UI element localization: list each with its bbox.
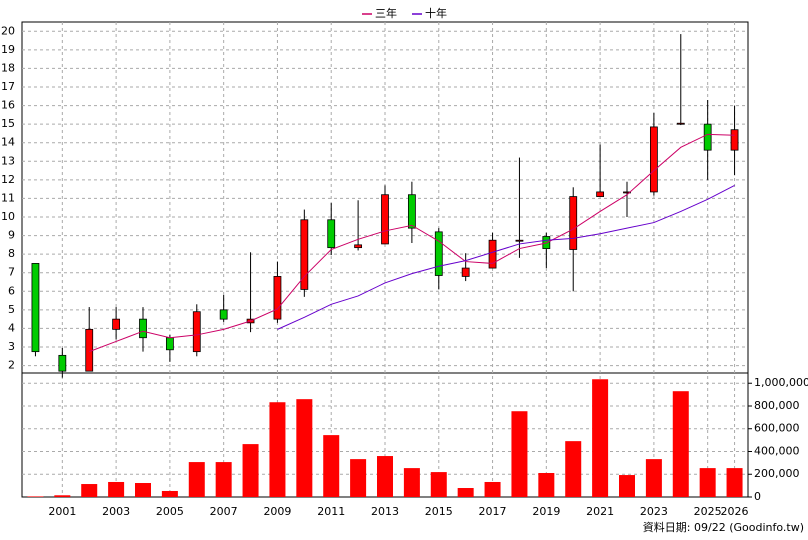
y-tick-label: 6 (8, 284, 15, 297)
candle-body (676, 122, 685, 125)
line-series (277, 184, 735, 330)
volume-bar (672, 391, 689, 497)
y-tick-label: 4 (8, 321, 15, 334)
volume-bar (538, 472, 555, 497)
candle-body (434, 231, 443, 276)
volume-bar (592, 379, 609, 497)
y-tick-label: 9 (8, 229, 15, 242)
x-tick-label: 2009 (263, 505, 291, 518)
candle-body (31, 263, 40, 353)
candle-body (165, 337, 174, 351)
x-tick-label: 2013 (371, 505, 399, 518)
candle-body (703, 123, 712, 151)
x-tick-label: 2021 (586, 505, 614, 518)
x-tick-label: 2003 (102, 505, 130, 518)
volume-bar (699, 468, 716, 497)
x-tick-label: 2001 (48, 505, 76, 518)
volume-bar (188, 462, 205, 497)
candle-body (139, 318, 147, 339)
x-tick-label: 2011 (317, 505, 345, 518)
candle-body (569, 196, 578, 250)
volume-bar (161, 490, 178, 497)
volume-bar (511, 411, 528, 497)
candle-body (488, 239, 497, 269)
legend-label: 三年 (375, 6, 397, 20)
x-tick-label: 2007 (210, 505, 238, 518)
volume-bar (242, 444, 259, 497)
volume-bar (54, 495, 71, 497)
x-tick-label: 2015 (425, 505, 453, 518)
footer: 資料日期: 09/22 (Goodinfo.tw) (643, 520, 804, 534)
volume-bar (215, 462, 232, 497)
candle-body (649, 126, 658, 193)
volume-bar (457, 488, 474, 497)
x-tick-label: 2026 (721, 505, 749, 518)
candle-body (381, 194, 389, 245)
y-tick-label: 10 (1, 210, 15, 223)
volume-bar (323, 435, 340, 497)
candle-body (192, 311, 201, 353)
line-series (89, 133, 735, 353)
y2-tick-label: 800,000 (754, 399, 800, 412)
volume-bar (619, 475, 635, 497)
volume-bar (296, 399, 313, 497)
y-tick-label: 15 (1, 117, 15, 130)
y2-tick-label: 600,000 (754, 422, 800, 435)
y2-tick-label: 400,000 (754, 444, 800, 457)
volume-bar (403, 468, 420, 497)
y-tick-label: 5 (8, 303, 15, 316)
volume-bar (430, 472, 447, 497)
y-tick-label: 7 (8, 266, 15, 279)
x-tick-label: 2005 (156, 505, 184, 518)
x-tick-label: 2019 (532, 505, 560, 518)
y-tick-label: 12 (1, 173, 15, 186)
candle-body (730, 129, 739, 151)
volume-bar (108, 481, 125, 497)
candle-body (407, 194, 416, 229)
y-tick-label: 20 (1, 24, 15, 37)
volume-bar (377, 456, 393, 497)
legend-label: 十年 (425, 6, 447, 20)
volume-bar (350, 459, 367, 497)
candle-body (219, 309, 228, 320)
y-tick-label: 19 (1, 43, 15, 56)
candle-body (327, 219, 336, 249)
volume-bar (27, 496, 44, 497)
y-tick-label: 8 (8, 247, 15, 260)
volume-bar (269, 402, 286, 497)
volume-bar (565, 441, 582, 497)
y-tick-label: 16 (1, 99, 15, 112)
y-tick-label: 13 (1, 154, 15, 167)
candle-body (300, 219, 309, 290)
candle-body (596, 191, 605, 197)
candle-body (58, 354, 67, 372)
candle-body (354, 244, 363, 249)
y-tick-label: 3 (8, 340, 15, 353)
y-tick-label: 14 (1, 136, 15, 149)
volume-bar (645, 459, 662, 497)
y-tick-label: 11 (1, 191, 15, 204)
y2-tick-label: 1,000,000 (754, 376, 808, 389)
y-tick-label: 18 (1, 61, 15, 74)
y-tick-label: 17 (1, 80, 15, 93)
candle-body (623, 191, 631, 194)
y-tick-label: 2 (8, 359, 15, 372)
x-tick-label: 2017 (479, 505, 507, 518)
volume-bar (726, 468, 743, 497)
x-tick-label: 2025 (694, 505, 722, 518)
x-tick-label: 2023 (640, 505, 668, 518)
y2-tick-label: 200,000 (754, 467, 800, 480)
volume-bar (135, 483, 151, 497)
candle-body (273, 276, 282, 320)
candle-body (112, 318, 121, 330)
volume-bar (81, 484, 98, 497)
volume-bar (484, 481, 501, 497)
y2-tick-label: 0 (754, 490, 761, 503)
candle-body (461, 267, 470, 277)
candle-body (515, 239, 524, 242)
